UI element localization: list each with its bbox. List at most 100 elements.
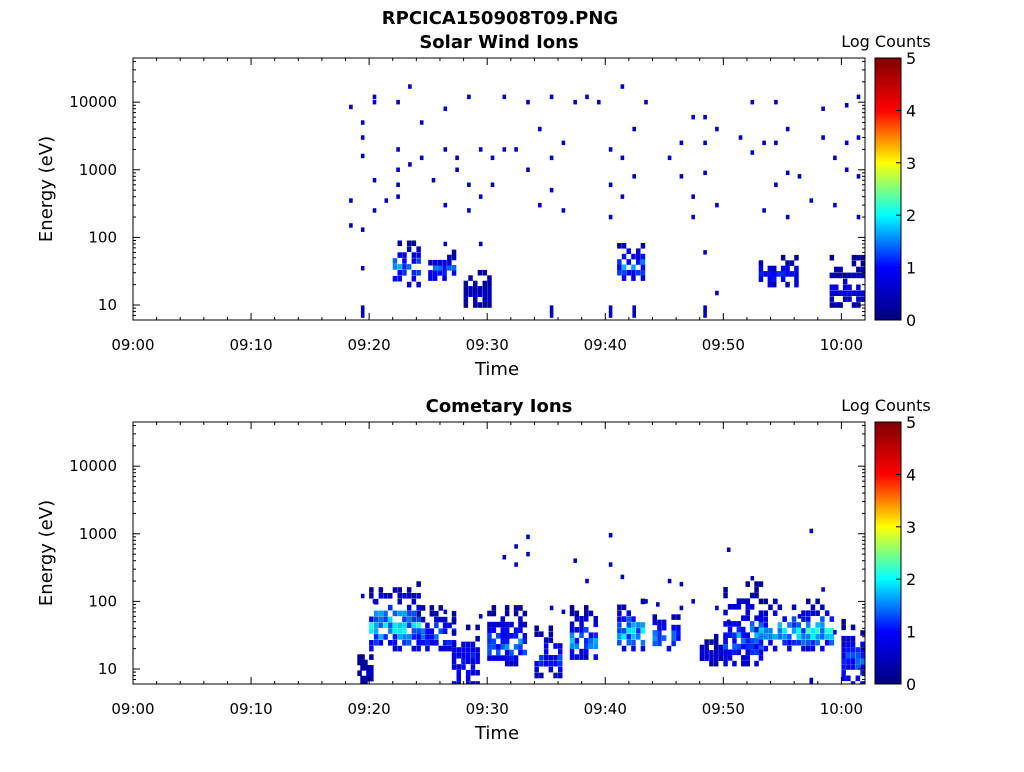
heatmap-cell [539,660,544,667]
data-point [715,605,719,611]
heatmap-cell [397,275,402,282]
heatmap-cell [579,648,584,655]
heatmap-cell [782,616,787,622]
heatmap-cell [518,605,523,611]
heatmap-cell [406,264,412,270]
heatmap-cell [791,622,797,628]
heatmap-cell [406,593,412,599]
data-point [597,99,601,105]
panel-title: Solar Wind Ions [419,32,578,53]
heatmap-cell [558,655,563,661]
heatmap-cell [745,632,750,638]
heatmap-cell [392,264,398,270]
heatmap-cell [636,269,641,276]
heatmap-cell [758,616,764,622]
heatmap-cell [860,664,865,670]
heatmap-cell [487,610,492,617]
heatmap-cell [477,302,483,308]
heatmap-cell [785,265,790,272]
heatmap-cell [388,593,393,599]
heatmap-cell [373,610,379,617]
heatmap-cell [487,280,492,287]
dense-cluster [428,249,457,281]
heatmap-cell [754,592,759,599]
heatmap-cell [782,628,787,634]
dense-cluster [652,614,681,652]
heatmap-cell [451,641,457,648]
heatmap-cell [791,628,797,634]
heatmap-cell [732,649,737,656]
heatmap-cell [392,634,398,640]
heatmap-cell [636,248,641,254]
heatmap-cell [509,660,514,667]
heatmap-cell [754,581,759,587]
heatmap-cell [428,275,433,281]
heatmap-cell [723,655,728,661]
heatmap-cell [777,634,783,640]
data-point [856,174,861,179]
heatmap-cell [699,644,705,651]
heatmap-cell [741,655,746,661]
heatmap-cell [842,296,848,302]
data-point [833,155,837,161]
heatmap-cell [475,652,480,659]
heatmap-cell [451,618,457,625]
heatmap-cell [763,610,768,616]
heatmap-cell [402,628,407,634]
heatmap-cell [369,670,374,676]
dense-cluster [758,598,811,652]
heatmap-cell [718,650,724,656]
heatmap-cell [468,286,473,292]
x-tick-label: 10:00 [820,336,863,354]
data-point [833,202,837,208]
heatmap-cell [661,619,667,626]
heatmap-cell [482,302,487,308]
heatmap-cell [855,664,861,670]
heatmap-cell [468,275,473,281]
heatmap-cell [406,634,412,640]
heatmap-cell [657,624,662,631]
heatmap-cell [741,598,746,604]
heatmap-cell [473,296,478,303]
heatmap-cell [713,650,719,656]
heatmap-cell [397,240,402,247]
data-point [679,605,684,611]
colorbar-tick-label: 3 [906,154,916,173]
heatmap-cell [593,616,598,622]
heatmap-cell [513,610,519,617]
heatmap-cell [865,636,870,642]
heatmap-cell [369,628,374,634]
heatmap-cell [553,660,558,667]
data-point [856,135,861,140]
heatmap-cell [402,270,407,276]
heatmap-cell [420,628,426,634]
data-point [691,114,695,120]
heatmap-cell [442,640,448,646]
heatmap-cell [416,593,421,599]
heatmap-cell [671,614,676,620]
heatmap-cell [411,252,417,258]
heatmap-cell [741,615,746,621]
heatmap-cell [363,675,368,682]
x-tick-label: 10:00 [820,700,863,718]
heatmap-cell [383,610,388,617]
data-point [762,140,766,146]
heatmap-cell [470,664,476,670]
heatmap-cell [461,641,466,648]
data-point [526,167,530,172]
data-point [467,182,471,187]
heatmap-cell [543,660,549,667]
colorbar-tick-label: 0 [906,675,916,694]
data-point [372,208,377,213]
heatmap-cell [543,655,549,661]
heatmap-cell [406,616,412,623]
data-point [679,140,684,146]
heatmap-cell [518,616,523,622]
heatmap-cell [366,670,371,676]
heatmap-cell [657,640,662,647]
heatmap-cell [429,634,435,640]
heatmap-cell [772,634,778,640]
data-point [679,174,684,179]
data-point [396,167,400,172]
